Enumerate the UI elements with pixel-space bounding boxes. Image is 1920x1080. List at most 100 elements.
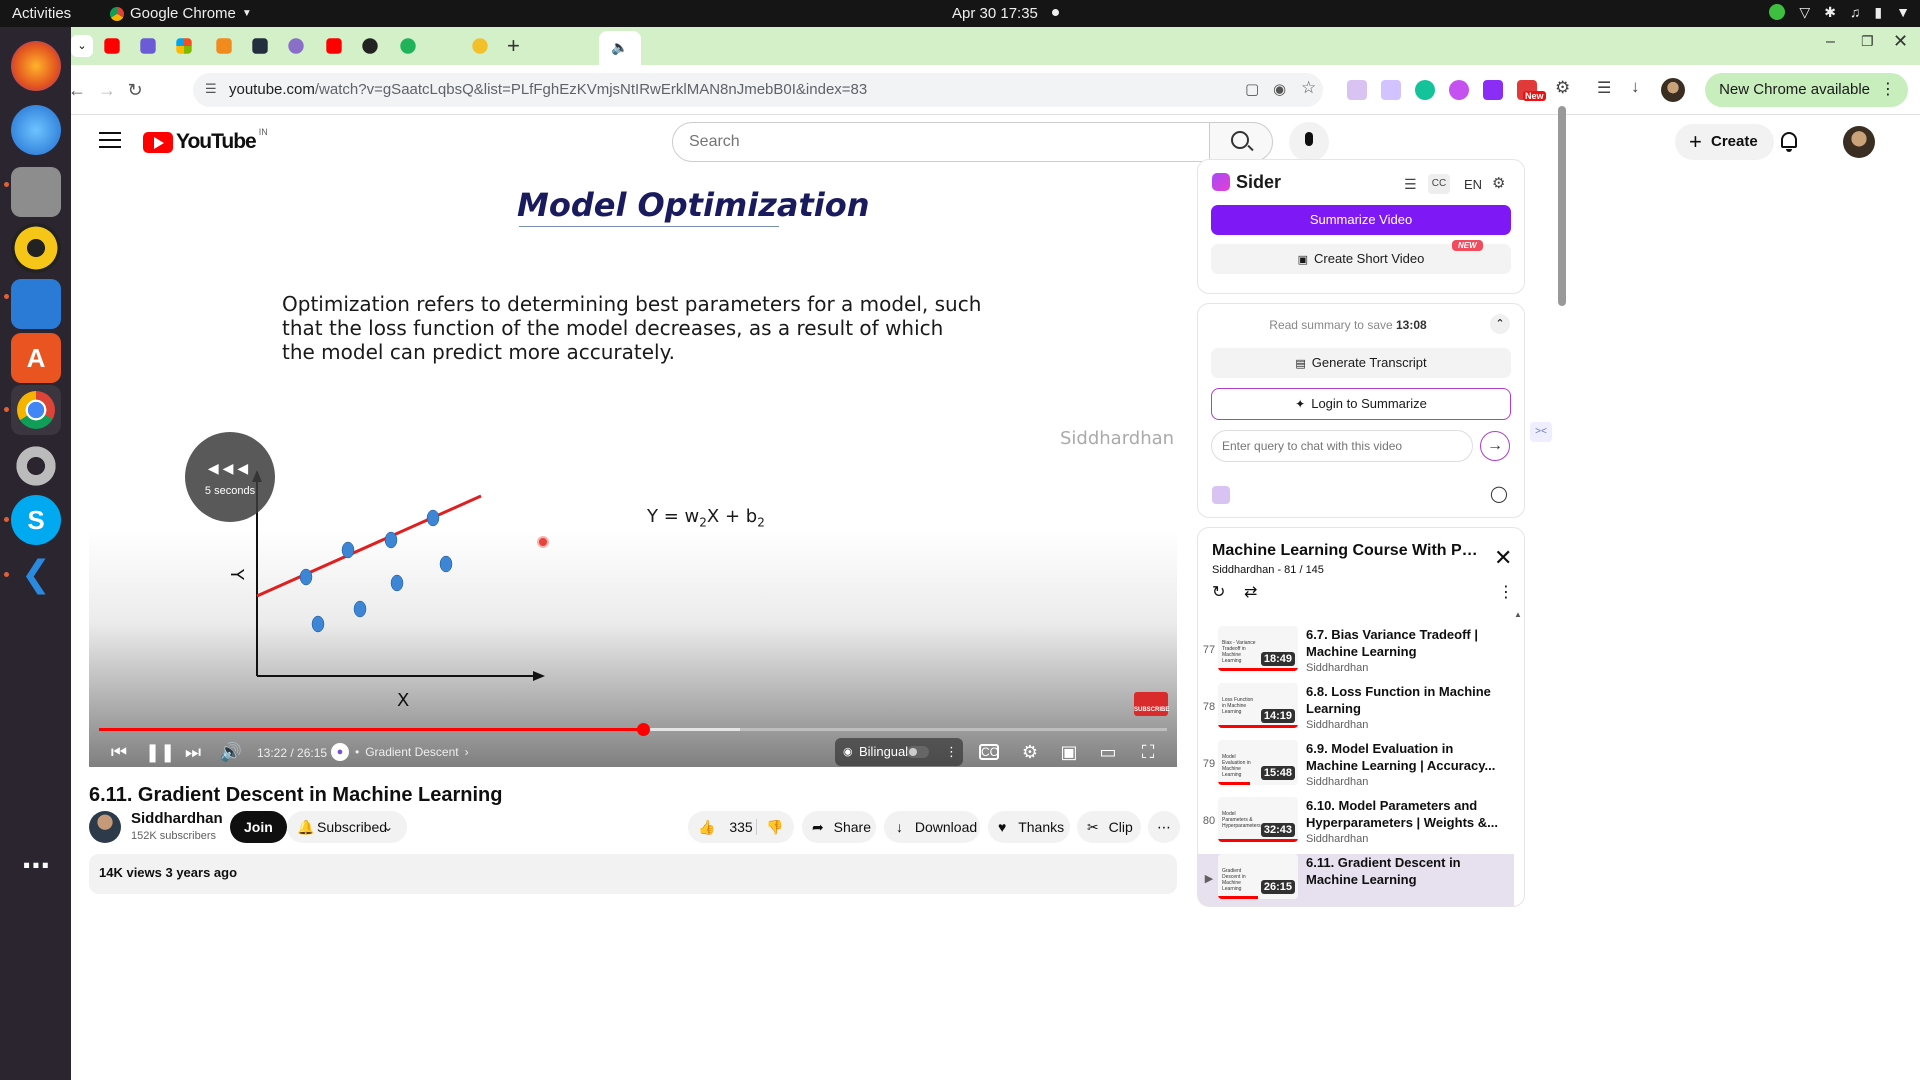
settings-gear-icon[interactable]: ⚙ — [1021, 742, 1039, 762]
extension-sider-icon[interactable] — [1347, 80, 1367, 100]
extension-purple-icon[interactable] — [1449, 80, 1469, 100]
sider-language[interactable]: EN — [1464, 177, 1483, 192]
bilingual-toggle[interactable]: ◉ Bilingual ⋮ — [835, 738, 963, 766]
new-tab-icon[interactable]: + — [507, 33, 520, 58]
activities-button[interactable]: Activities — [12, 5, 72, 22]
captions-view-icon[interactable]: CC — [1428, 174, 1450, 194]
notifications-bell-icon[interactable] — [1777, 130, 1801, 154]
playlist-thumbnail[interactable]: Model Evaluation in Machine Learning 15:4… — [1218, 740, 1298, 785]
subscribed-button[interactable]: 🔔 Subscribed ⌄ — [287, 811, 407, 843]
playlist-thumbnail[interactable]: Gradient Descent in Machine Learning 26:1… — [1218, 854, 1298, 899]
account-avatar[interactable] — [1843, 126, 1875, 158]
previous-icon[interactable]: ⏮ — [110, 742, 128, 762]
subscribe-watermark[interactable]: SUBSCRIBE — [1134, 692, 1169, 716]
app-center-icon[interactable]: A — [11, 333, 61, 383]
playlist-item-title[interactable]: 6.9. Model Evaluation in Machine Learnin… — [1306, 741, 1496, 773]
more-actions-button[interactable]: ⋯ — [1148, 811, 1180, 843]
shuffle-icon[interactable]: ⇄ — [1244, 584, 1258, 601]
video-player[interactable]: Model Optimization Optimization refers t… — [89, 168, 1177, 887]
tab-search-icon[interactable]: ⌄ — [71, 35, 93, 57]
app-menu[interactable]: Google Chrome ▼ — [110, 5, 252, 22]
tab-docs[interactable] — [140, 38, 156, 54]
progress-scrubber[interactable] — [636, 723, 650, 736]
extension-grammarly-icon[interactable] — [1415, 80, 1435, 100]
sider-bot-icon[interactable] — [1212, 486, 1230, 504]
list-view-icon[interactable]: ☰ — [1404, 176, 1417, 192]
tab-aws[interactable] — [252, 38, 268, 54]
chat-query-input[interactable] — [1211, 430, 1473, 462]
extensions-puzzle-icon[interactable]: ⚙ — [1555, 78, 1571, 97]
channel-name[interactable]: Siddhardhan — [131, 810, 223, 827]
media-controls-icon[interactable]: ☰ — [1597, 80, 1612, 97]
pause-icon[interactable]: ❚❚ — [145, 742, 176, 762]
send-arrow-icon[interactable]: → — [1480, 431, 1510, 461]
playlist-item-title[interactable]: 6.8. Loss Function in Machine Learning — [1306, 684, 1491, 716]
description-box[interactable]: 14K views 3 years ago — [89, 854, 1177, 894]
playlist-item-title[interactable]: 6.10. Model Parameters and Hyperparamete… — [1306, 798, 1498, 830]
downloads-icon[interactable]: ↓ — [1631, 77, 1640, 96]
thanks-button[interactable]: ♥ Thanks — [988, 811, 1070, 843]
menu-icon[interactable] — [99, 132, 121, 150]
sider-floating-icon[interactable]: >< — [1530, 422, 1552, 442]
join-button[interactable]: Join — [230, 811, 287, 843]
captions-icon[interactable]: CC — [979, 744, 999, 760]
tab-microsoft[interactable] — [176, 38, 192, 54]
playlist-thumbnail[interactable]: Loss Function in Machine Learning 14:19 — [1218, 683, 1298, 728]
tab-active-youtube[interactable]: 🔈 — [599, 31, 641, 65]
back-icon[interactable]: ← — [68, 80, 86, 100]
chrome-dock-icon[interactable] — [11, 385, 61, 435]
tab-youtube-2[interactable] — [326, 38, 342, 54]
playlist-title[interactable]: Machine Learning Course With Python — [1212, 542, 1482, 559]
bilingual-switch[interactable] — [907, 746, 929, 758]
volume-icon[interactable]: 🔊 — [219, 742, 243, 762]
reload-icon[interactable]: ↻ — [127, 80, 143, 100]
playlist-item[interactable]: ▶ Gradient Descent in Machine Learning 26:… — [1198, 854, 1514, 906]
youtube-logo[interactable]: YouTube IN — [143, 127, 268, 154]
chapter-button[interactable]: ● • Gradient Descent › — [331, 740, 469, 764]
writer-icon[interactable] — [11, 279, 61, 329]
maximize-icon[interactable]: ❐ — [1861, 33, 1874, 49]
playlist-item[interactable]: 79 Model Evaluation in Machine Learning 15… — [1198, 740, 1514, 797]
page-scrollbar[interactable] — [1558, 106, 1566, 306]
tab-green[interactable] — [400, 38, 416, 54]
search-button[interactable] — [1209, 122, 1273, 162]
profile-avatar[interactable] — [1661, 78, 1685, 102]
show-apps-icon[interactable]: ⋯ — [22, 849, 50, 881]
site-info-icon[interactable]: ☰ — [205, 81, 217, 96]
login-to-summarize-button[interactable]: ✦ Login to Summarize — [1211, 388, 1511, 420]
firefox-icon[interactable] — [11, 41, 61, 91]
tab-globe[interactable] — [288, 38, 304, 54]
files-icon[interactable] — [11, 167, 61, 217]
bookmark-star-icon[interactable]: ☆ — [1301, 78, 1317, 97]
extension-violet-icon[interactable] — [1483, 80, 1503, 100]
playlist-item[interactable]: 80 Model Parameters & Hyperparameters 32:4… — [1198, 797, 1514, 854]
like-button[interactable]: 👍 335 — [698, 811, 753, 843]
sider-settings-icon[interactable]: ⚙ — [1492, 175, 1506, 192]
theater-mode-icon[interactable]: ▭ — [1099, 742, 1117, 762]
minimize-icon[interactable]: – — [1826, 33, 1835, 50]
new-chrome-available-button[interactable]: New Chrome available ⋮ — [1705, 73, 1908, 107]
playlist-thumbnail[interactable]: Model Parameters & Hyperparameters 32:43 — [1218, 797, 1298, 842]
playlist-thumbnail[interactable]: Bias - Variance Tradeoff in Machine Lear… — [1218, 626, 1298, 671]
url-text[interactable]: youtube.com/watch?v=gSaatcLqbsQ&list=PLf… — [229, 81, 868, 98]
generate-transcript-button[interactable]: ▤ Generate Transcript — [1211, 348, 1511, 378]
fullscreen-icon[interactable]: ⛶ — [1141, 742, 1155, 762]
scroll-up-icon[interactable]: ▲ — [1514, 610, 1522, 619]
tab-openai[interactable] — [362, 38, 378, 54]
install-icon[interactable]: ▢ — [1245, 81, 1260, 98]
tab-youtube-1[interactable] — [104, 38, 120, 54]
summarize-video-button[interactable]: Summarize Video — [1211, 205, 1511, 235]
channel-avatar[interactable] — [89, 811, 121, 843]
tab-box[interactable] — [216, 38, 232, 54]
user-icon[interactable]: ◯ — [1490, 486, 1508, 503]
extension-pen-icon[interactable] — [1381, 80, 1401, 100]
collapse-chevron-icon[interactable]: ⌃ — [1490, 314, 1510, 334]
system-tray[interactable]: ▽ ✱ ♫ ▮ ▼ — [1769, 4, 1910, 21]
rhythmbox-icon[interactable] — [11, 223, 61, 273]
more-vert-icon[interactable]: ⋮ — [945, 744, 958, 759]
voice-search-button[interactable] — [1289, 122, 1329, 162]
playlist-item[interactable]: 77 Bias - Variance Tradeoff in Machine Le… — [1198, 626, 1514, 683]
loop-icon[interactable]: ↻ — [1212, 584, 1226, 601]
thunderbird-icon[interactable] — [11, 105, 61, 155]
more-vert-icon[interactable]: ⋮ — [1498, 584, 1514, 601]
